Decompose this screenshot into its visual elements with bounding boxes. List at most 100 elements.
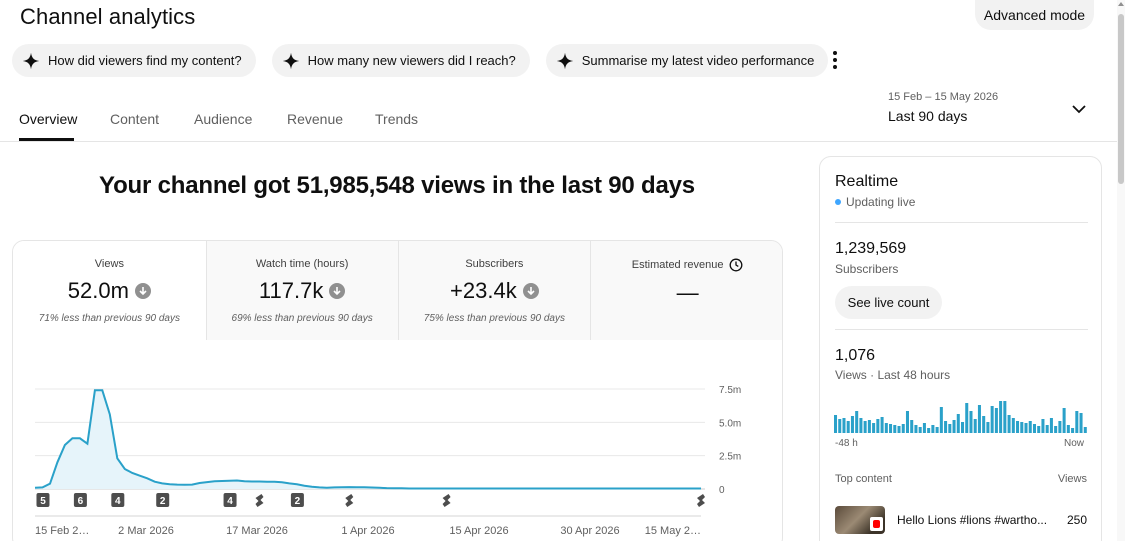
tab-content[interactable]: Content	[110, 111, 160, 127]
realtime-bar	[1016, 421, 1020, 433]
arrow-down-icon	[522, 283, 539, 299]
realtime-bar	[977, 405, 981, 433]
upload-marker-count: 4	[227, 496, 233, 507]
chip-new-viewers[interactable]: How many new viewers did I reach?	[271, 44, 530, 77]
shorts-marker-icon	[442, 494, 451, 507]
realtime-bar	[1032, 424, 1036, 433]
upload-marker	[290, 493, 304, 507]
realtime-bar	[990, 406, 994, 433]
realtime-bar	[884, 423, 888, 433]
live-dot-icon	[835, 199, 841, 205]
page-scrollbar[interactable]	[1117, 0, 1125, 541]
more-options-icon[interactable]	[826, 48, 844, 72]
date-range-selector[interactable]: 15 Feb – 15 May 2026 Last 90 days	[888, 91, 998, 124]
realtime-bar	[850, 416, 854, 433]
see-live-count-button[interactable]: See live count	[835, 286, 942, 319]
top-content-row[interactable]: Hello Lions #lions #wartho... 250	[835, 505, 1087, 535]
realtime-bar	[889, 424, 893, 433]
realtime-bar	[956, 414, 960, 433]
upload-marker	[36, 493, 50, 507]
realtime-bar	[927, 428, 931, 433]
shorts-marker-icon	[255, 494, 264, 507]
scroll-up-icon[interactable]	[1118, 2, 1124, 6]
upload-marker	[156, 493, 170, 507]
realtime-card: Realtime Updating live 1,239,569 Subscri…	[819, 156, 1102, 541]
overview-chart-card: Views 52.0m 71% less than previous 90 da…	[12, 240, 783, 541]
tab-trends[interactable]: Trends	[375, 111, 419, 127]
realtime-bar	[952, 420, 956, 433]
realtime-bar	[1075, 411, 1079, 433]
divider	[835, 329, 1088, 330]
realtime-bar	[1024, 423, 1028, 433]
shorts-marker-icon	[697, 494, 705, 507]
x-tick-label: 30 Apr 2026	[560, 525, 619, 537]
tab-audience[interactable]: Audience	[194, 111, 253, 127]
metric-views[interactable]: Views 52.0m 71% less than previous 90 da…	[13, 241, 206, 340]
realtime-bar	[1037, 426, 1041, 433]
top-content-header: Top content Views	[835, 473, 1087, 485]
upload-marker-count: 2	[160, 496, 166, 507]
arrow-down-icon	[329, 283, 346, 299]
upload-marker	[73, 493, 87, 507]
realtime-bar	[901, 424, 905, 433]
metric-revenue[interactable]: Estimated revenue —	[591, 241, 782, 340]
metric-label: Watch time (hours)	[255, 258, 349, 270]
chip-label: Summarise my latest video performance	[581, 53, 815, 68]
realtime-title: Realtime	[835, 173, 899, 190]
realtime-bar	[922, 423, 926, 433]
realtime-bar	[1066, 425, 1070, 433]
realtime-axis-start: -48 h	[835, 438, 858, 449]
realtime-bar	[905, 411, 909, 433]
realtime-views-label: Views · Last 48 hours	[835, 368, 951, 382]
tab-revenue[interactable]: Revenue	[287, 111, 344, 127]
realtime-bar	[855, 411, 859, 433]
realtime-bar	[1071, 428, 1075, 433]
metric-watch-time[interactable]: Watch time (hours) 117.7k 69% less than …	[205, 241, 399, 340]
realtime-bar	[1003, 401, 1007, 433]
realtime-bar	[1054, 426, 1058, 433]
upload-marker-count: 2	[295, 496, 301, 507]
realtime-bar	[910, 420, 914, 433]
scrollbar-thumb[interactable]	[1118, 14, 1124, 184]
realtime-bar	[1049, 418, 1053, 433]
views-column-label: Views	[1057, 473, 1087, 485]
realtime-views-value: 1,076	[835, 347, 876, 364]
chip-summarise-video[interactable]: Summarise my latest video performance	[545, 44, 829, 77]
shorts-icon	[870, 517, 883, 531]
chip-viewers-find[interactable]: How did viewers find my content?	[12, 44, 256, 77]
metric-label: Views	[94, 258, 124, 270]
realtime-bar	[1062, 408, 1066, 433]
metric-comparison: 69% less than previous 90 days	[231, 313, 373, 324]
metric-value: —	[676, 280, 699, 305]
realtime-bar	[872, 423, 876, 433]
realtime-bar	[961, 422, 965, 433]
metric-label: Estimated revenue	[631, 259, 724, 271]
realtime-bar-chart	[834, 401, 1087, 433]
realtime-bar	[914, 425, 918, 433]
sparkle-icon	[282, 52, 299, 69]
divider	[835, 222, 1088, 223]
metric-tabs: Views 52.0m 71% less than previous 90 da…	[13, 241, 782, 340]
y-tick-label: 5.0m	[719, 418, 741, 429]
realtime-subscribers-label: Subscribers	[835, 262, 899, 276]
video-thumbnail	[835, 506, 885, 534]
realtime-bar	[1028, 421, 1032, 433]
metric-value: 117.7k	[258, 278, 324, 303]
chip-label: How many new viewers did I reach?	[307, 53, 516, 68]
realtime-bar	[986, 422, 990, 433]
realtime-status-text: Updating live	[846, 195, 916, 209]
tab-overview[interactable]: Overview	[19, 111, 78, 127]
metric-value: 52.0m	[67, 278, 129, 303]
y-tick-label: 7.5m	[719, 385, 741, 396]
realtime-bar	[999, 401, 1003, 433]
shorts-marker-icon	[345, 494, 354, 507]
chevron-down-icon[interactable]	[1071, 101, 1087, 117]
y-tick-label: 2.5m	[719, 452, 741, 463]
tab-bar: Overview Content Audience Revenue Trends	[0, 100, 1117, 142]
top-content-label: Top content	[835, 473, 892, 485]
sparkle-icon	[556, 52, 573, 69]
realtime-bar	[842, 418, 846, 433]
x-tick-label: 15 Apr 2026	[449, 525, 508, 537]
advanced-mode-button[interactable]: Advanced mode	[975, 0, 1094, 30]
metric-subscribers[interactable]: Subscribers +23.4k 75% less than previou…	[398, 241, 592, 340]
